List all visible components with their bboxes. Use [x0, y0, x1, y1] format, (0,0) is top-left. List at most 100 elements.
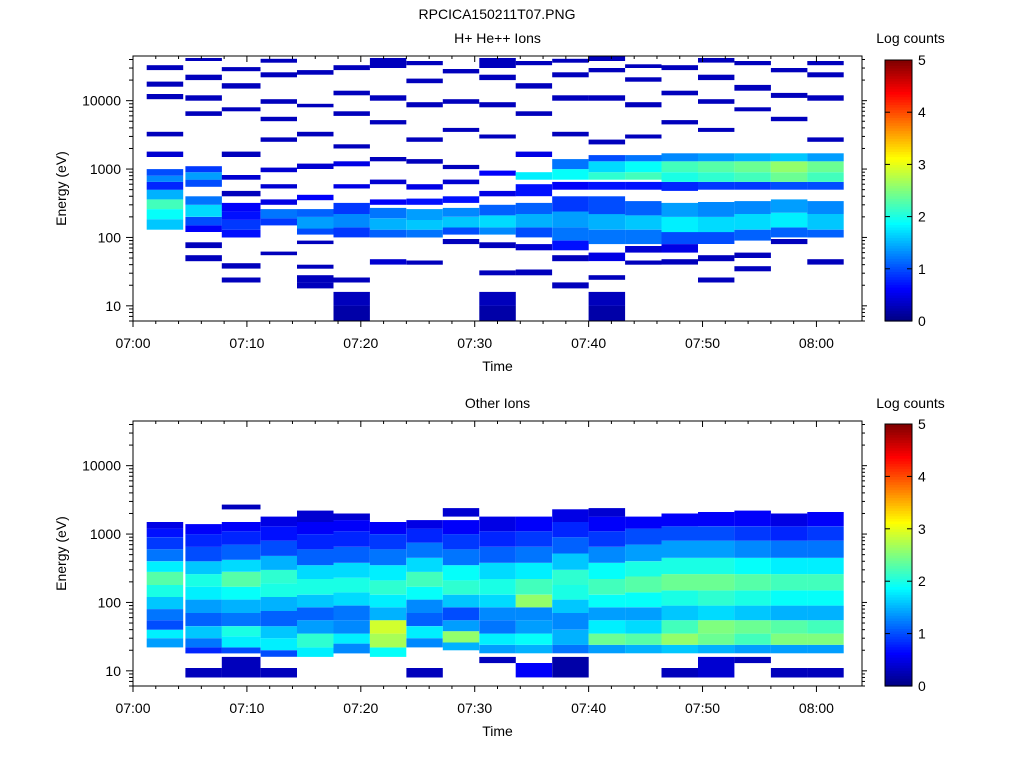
- colorbar-segment: [885, 497, 912, 501]
- heatmap-cell: [297, 240, 334, 245]
- colorbar-segment: [885, 489, 912, 493]
- heatmap-cell: [552, 537, 589, 554]
- heatmap-cell: [479, 190, 516, 197]
- heatmap-cell: [588, 620, 626, 634]
- colorbar-segment: [885, 307, 912, 312]
- colorbar-segment: [885, 591, 912, 595]
- heatmap-cell: [515, 579, 553, 595]
- heatmap-cell: [770, 540, 808, 558]
- heatmap-cell: [297, 228, 334, 235]
- heatmap-cell: [406, 184, 443, 190]
- heatmap-cell: [146, 151, 184, 157]
- heatmap-cell: [406, 613, 443, 627]
- colorbar-segment: [885, 552, 912, 556]
- heatmap-cell: [479, 74, 516, 81]
- colorbar-segment: [885, 442, 912, 446]
- heatmap-cell: [333, 277, 370, 283]
- colorbar-segment: [885, 625, 912, 629]
- heatmap-cell: [185, 613, 222, 627]
- heatmap-cell: [625, 528, 662, 545]
- colorbar-segment: [885, 159, 912, 163]
- heatmap-cell: [297, 275, 334, 283]
- heatmap-cell: [369, 207, 407, 219]
- heatmap-cell: [442, 549, 480, 566]
- colorbar-segment: [885, 133, 912, 137]
- colorbar-segment: [885, 70, 912, 74]
- y-tick-label: 10000: [82, 93, 121, 109]
- colorbar-segment: [885, 266, 912, 270]
- heatmap-cell: [146, 549, 184, 562]
- colorbar-segment: [885, 237, 912, 241]
- heatmap-cell: [698, 172, 735, 182]
- heatmap-cell: [734, 161, 771, 173]
- heatmap-cell: [369, 58, 407, 68]
- heatmap-cell: [185, 647, 222, 654]
- heatmap-cell: [588, 172, 626, 180]
- heatmap-cell: [770, 161, 808, 173]
- heatmap-cell: [185, 58, 222, 61]
- colorbar-segment: [885, 636, 912, 640]
- heatmap-cell: [698, 74, 735, 81]
- colorbar-segment: [885, 146, 912, 150]
- colorbar-segment: [885, 86, 912, 90]
- colorbar-segment: [885, 560, 912, 564]
- colorbar-segment: [885, 586, 912, 590]
- heatmap-cell: [625, 644, 662, 654]
- heatmap-cell: [221, 220, 261, 230]
- heatmap-cell: [369, 229, 407, 238]
- heatmap-cell: [260, 137, 297, 142]
- heatmap-cell: [406, 78, 443, 84]
- heatmap-cell: [770, 172, 808, 182]
- heatmap-cell: [221, 571, 261, 587]
- panel-h-he-ions: H+ He++ Ions 07:00 07:10 07:20 07:30 07:40 07:…: [53, 30, 945, 374]
- heatmap-cell: [369, 259, 407, 265]
- heatmap-cell: [333, 546, 370, 563]
- heatmap-cell: [406, 557, 443, 572]
- heatmap-cell: [442, 127, 480, 132]
- colorbar-segment: [885, 99, 912, 103]
- x-axis-label: Time: [482, 358, 513, 374]
- heatmap-cell: [406, 159, 443, 164]
- colorbar-segment: [885, 492, 912, 496]
- colorbar-segment: [885, 476, 912, 480]
- colorbar-segment: [885, 294, 912, 299]
- heatmap-cell: [297, 510, 334, 522]
- heatmap-cell: [552, 599, 589, 613]
- heatmap-cell: [146, 561, 184, 572]
- colorbar-segment: [885, 93, 912, 98]
- colorbar-segment: [885, 426, 912, 430]
- heatmap-cell: [185, 225, 222, 232]
- colorbar-segment: [885, 620, 912, 624]
- colorbar-segment: [885, 583, 912, 588]
- heatmap-cell: [552, 58, 589, 63]
- colorbar-segment: [885, 547, 912, 551]
- heatmap-cell: [515, 214, 553, 228]
- colorbar-segment: [885, 659, 912, 664]
- y-tick-label: 10: [105, 298, 121, 314]
- heatmap-cell: [661, 216, 698, 233]
- heatmap-cell: [515, 202, 553, 214]
- colorbar-tick-label: 5: [918, 416, 926, 432]
- colorbar-segment: [885, 67, 912, 72]
- heatmap-cell: [661, 161, 698, 173]
- colorbar-segment: [885, 190, 912, 194]
- heatmap-cell: [185, 179, 222, 187]
- colorbar-segment: [885, 536, 912, 540]
- heatmap-cell: [552, 72, 589, 78]
- heatmap-cell: [588, 181, 626, 190]
- heatmap-cell: [185, 95, 222, 101]
- heatmap-cell: [734, 107, 771, 112]
- colorbar-segment: [885, 575, 912, 580]
- colorbar-segment: [885, 473, 912, 477]
- heatmap-cell: [625, 102, 662, 108]
- heatmap-cell: [552, 553, 589, 570]
- colorbar-segment: [885, 589, 912, 593]
- heatmap-cell: [515, 607, 553, 621]
- heatmap-cell: [698, 99, 735, 104]
- heatmap-cell: [297, 209, 334, 217]
- colorbar-segment: [885, 106, 912, 111]
- heatmap-cell: [333, 620, 370, 634]
- colorbar-segment: [885, 447, 912, 451]
- heatmap-cell: [552, 159, 589, 170]
- heatmap-cell: [406, 198, 443, 205]
